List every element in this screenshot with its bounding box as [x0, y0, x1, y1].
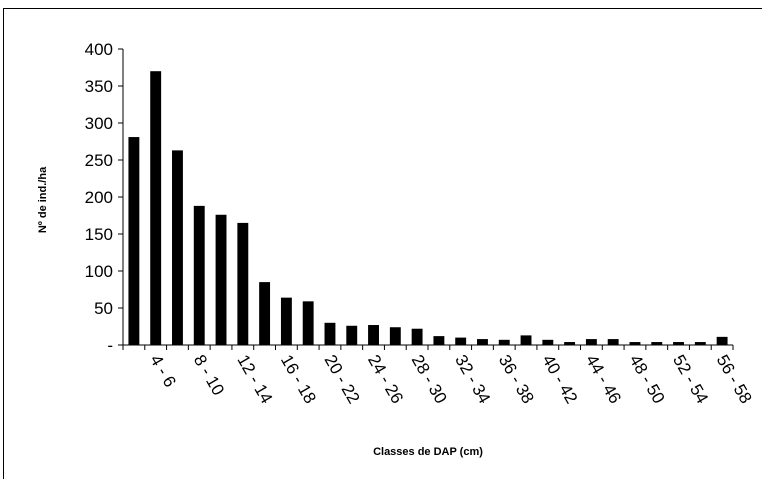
- x-tick-label: 24 - 26: [364, 352, 407, 407]
- x-axis-title: Classes de DAP (cm): [373, 446, 483, 458]
- y-tick-label: -: [107, 336, 113, 355]
- bar: [673, 342, 684, 345]
- x-tick-label: 56 - 58: [713, 352, 756, 407]
- bar: [215, 214, 227, 345]
- x-tick-label: 52 - 54: [669, 352, 712, 407]
- y-tick-label: 350: [85, 77, 113, 96]
- y-tick-label: 150: [85, 225, 113, 244]
- bar: [346, 325, 358, 345]
- x-tick-label: 36 - 38: [495, 352, 538, 407]
- y-tick-label: 400: [85, 40, 113, 59]
- x-tick-label: 40 - 42: [538, 352, 581, 407]
- y-tick-label: 50: [94, 299, 113, 318]
- bar: [433, 336, 445, 345]
- bar: [498, 339, 510, 345]
- bar: [542, 339, 554, 345]
- x-tick-label: 20 - 22: [321, 352, 364, 407]
- bar: [193, 205, 205, 345]
- bar: [651, 342, 663, 345]
- bar: [172, 150, 183, 345]
- y-tick-label: 100: [85, 262, 113, 281]
- bar: [716, 336, 728, 345]
- bar: [259, 282, 271, 345]
- x-tick-label: 4 - 6: [146, 352, 179, 391]
- x-tick-label: 28 - 30: [408, 352, 451, 407]
- x-tick-label: 16 - 18: [277, 352, 320, 407]
- bar: [280, 297, 292, 345]
- x-tick-label: 12 - 14: [233, 352, 276, 407]
- bar: [150, 71, 162, 345]
- x-tick-label: 44 - 46: [582, 352, 625, 407]
- x-tick-label: 48 - 50: [626, 352, 669, 407]
- bar: [237, 222, 249, 345]
- bar: [520, 335, 532, 345]
- bar: [694, 342, 706, 345]
- bar: [477, 339, 488, 345]
- bar: [302, 301, 314, 345]
- bar: [585, 339, 597, 345]
- bar: [324, 322, 336, 345]
- x-tick-label: 32 - 34: [451, 352, 494, 407]
- x-tick-label: 8 - 10: [190, 352, 228, 399]
- bar: [629, 342, 641, 345]
- y-tick-label: 200: [85, 188, 113, 207]
- bar: [128, 137, 140, 345]
- y-tick-label: 300: [85, 114, 113, 133]
- bar: [368, 325, 379, 345]
- bar: [455, 337, 467, 345]
- bar: [564, 342, 576, 345]
- bar: [411, 328, 423, 345]
- bar: [607, 339, 619, 345]
- chart-frame: [3, 8, 762, 479]
- y-axis-title: Nº de ind./ha: [37, 166, 49, 233]
- bar: [389, 327, 401, 345]
- y-tick-label: 250: [85, 151, 113, 170]
